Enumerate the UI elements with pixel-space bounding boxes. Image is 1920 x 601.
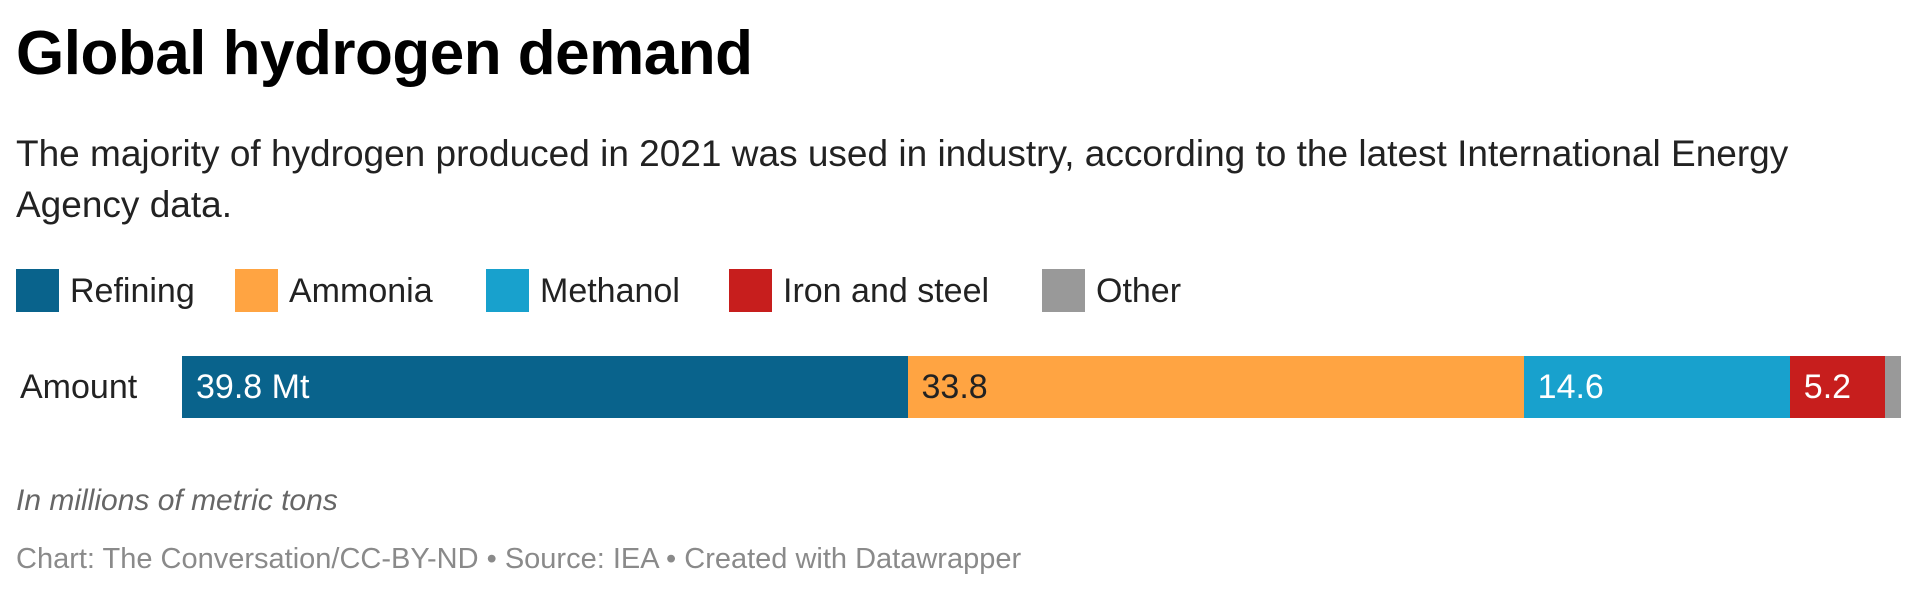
bar-value-label: 5.2 bbox=[1803, 368, 1852, 406]
bar-segment-refining: 39.8 Mt bbox=[182, 356, 908, 418]
legend-label: Methanol bbox=[540, 272, 680, 310]
legend-swatch-methanol bbox=[486, 269, 529, 312]
legend-label: Ammonia bbox=[289, 272, 433, 310]
stacked-bar: 39.8 Mt 33.8 14.6 5.2 bbox=[182, 356, 1901, 418]
chart-notes: In millions of metric tons bbox=[16, 484, 338, 517]
bar-segment-iron-and-steel: 5.2 bbox=[1789, 356, 1885, 418]
legend-swatch-other bbox=[1042, 269, 1085, 312]
legend-label: Iron and steel bbox=[783, 272, 990, 310]
legend-label: Other bbox=[1096, 272, 1182, 310]
legend-swatch-refining bbox=[16, 269, 59, 312]
legend-swatch-iron-and-steel bbox=[729, 269, 772, 312]
row-label: Amount bbox=[20, 368, 138, 406]
bar-value-label: 14.6 bbox=[1537, 368, 1604, 406]
bar-value-label: 33.8 bbox=[921, 368, 988, 406]
chart-title: Global hydrogen demand bbox=[16, 19, 753, 88]
bar-segment-ammonia: 33.8 bbox=[907, 356, 1524, 418]
legend-swatch-ammonia bbox=[235, 269, 278, 312]
bar-segment-methanol: 14.6 bbox=[1523, 356, 1790, 418]
bar-value-label: 39.8 Mt bbox=[196, 368, 310, 406]
chart-subtitle: The majority of hydrogen produced in 202… bbox=[16, 133, 1789, 225]
chart-byline: Chart: The Conversation/CC-BY-ND • Sourc… bbox=[16, 543, 1022, 575]
legend-label: Refining bbox=[70, 272, 195, 310]
bar-segment-other bbox=[1884, 356, 1901, 418]
